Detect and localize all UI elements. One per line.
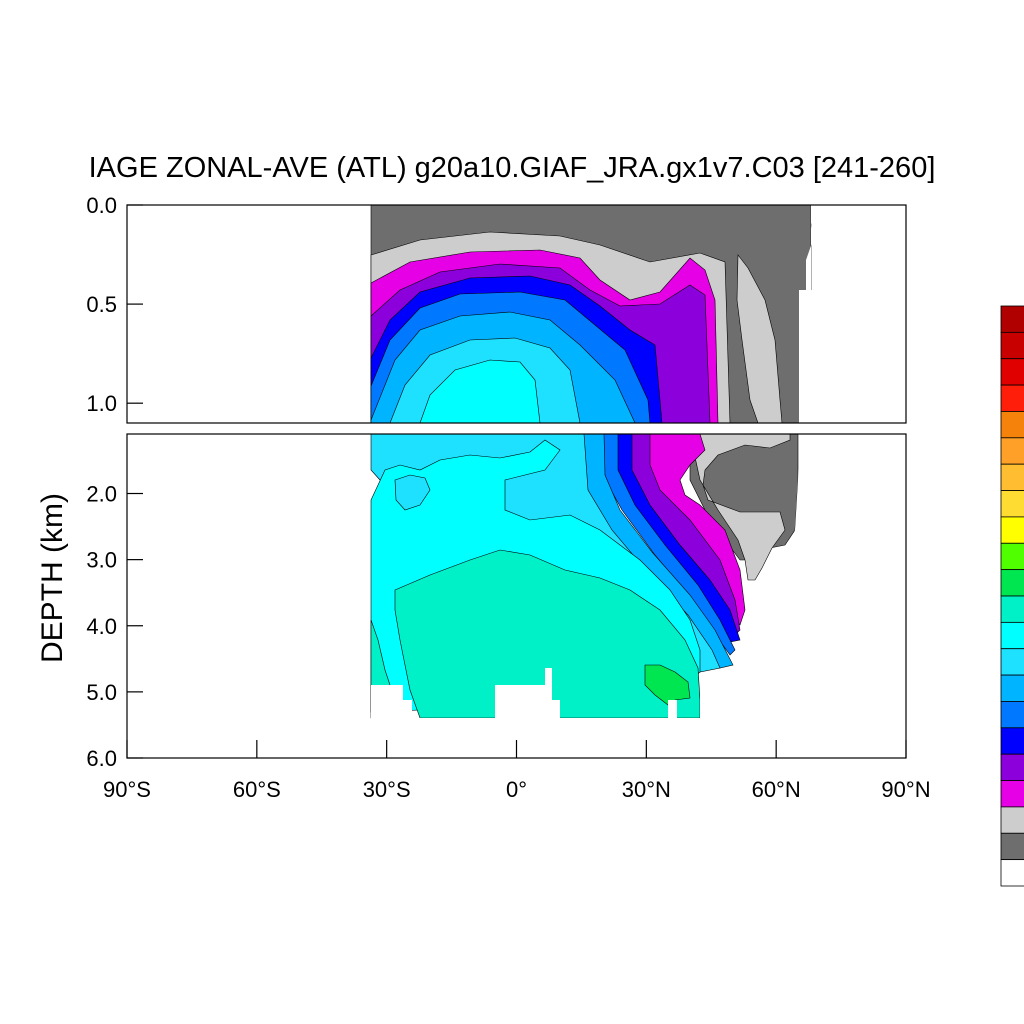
colorbar-swatch [1000,331,1024,360]
colorbar-swatch [1000,305,1024,333]
colorbar-swatch [1000,859,1024,887]
lower-white-seafloor [371,434,906,758]
lower-y-tick-label: 2.0 [86,482,117,507]
colorbar-swatch [1000,806,1024,834]
x-tick-label: 60°N [752,777,801,802]
upper-contour-cyan [419,359,541,423]
chart-title: IAGE ZONAL-AVE (ATL) g20a10.GIAF_JRA.gx1… [88,152,936,184]
upper-y-tick-label: 1.0 [86,391,117,416]
lower-panel-field [370,434,906,758]
upper-white-right [799,290,906,423]
colorbar-swatch [1000,569,1024,597]
colorbar-swatch [1000,832,1024,861]
colorbar-swatch [1000,753,1024,781]
x-axis: 90°S 60°S 30°S 0° 30°N 60°N 90°N [103,740,931,802]
upper-panel-field [370,205,906,423]
colorbar-swatch [1000,674,1024,702]
x-tick-label: 90°N [881,777,930,802]
colorbar-swatch [1000,621,1024,650]
upper-y-axis: 0.0 0.5 1.0 [86,193,143,416]
x-tick-label: 60°S [233,777,281,802]
lower-y-axis: 2.0 3.0 4.0 5.0 6.0 [86,482,143,771]
lower-white-bottom [371,718,906,758]
colorbar-swatch [1000,463,1024,491]
colorbar-swatch [1000,437,1024,465]
upper-y-tick-label: 0.0 [86,193,117,218]
colorbar-swatch [1000,595,1024,623]
lower-y-tick-label: 6.0 [86,746,117,771]
colorbar-swatch [1000,358,1024,386]
colorbar-swatch [1000,780,1024,808]
lower-y-tick-label: 3.0 [86,548,117,573]
colorbar-swatch [1000,516,1024,544]
colorbar-swatch [1000,727,1024,755]
upper-panel-frame [126,204,907,424]
upper-contour-lightgray-tongue [736,254,783,423]
colorbar-swatch [1000,490,1024,518]
lower-y-tick-label: 5.0 [86,680,117,705]
x-tick-label: 0° [506,777,527,802]
lower-contour-medblue [599,434,736,656]
x-tick-label: 30°N [622,777,671,802]
colorbar-swatch [1000,701,1024,729]
lower-y-tick-label: 4.0 [86,614,117,639]
colorbar [1000,305,1024,887]
x-tick-label: 90°S [103,777,151,802]
lower-contour-aqua [394,549,701,719]
lower-contour-green [644,664,691,706]
colorbar-swatch [1000,648,1024,676]
lower-contour-lightcyan-patch [394,474,431,511]
x-tick-label: 30°S [363,777,411,802]
lower-contour-lightgray [689,434,791,581]
colorbar-swatch [1000,411,1024,439]
upper-y-tick-label: 0.5 [86,292,117,317]
colorbar-swatch [1000,542,1024,571]
colorbar-swatch [1000,384,1024,412]
